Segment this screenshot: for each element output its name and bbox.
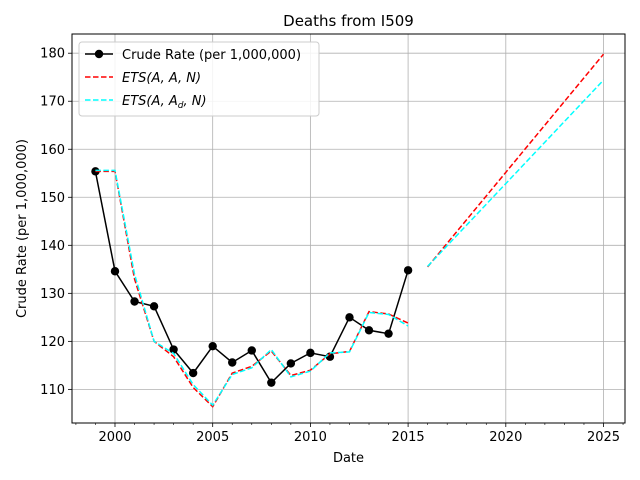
x-tick-label: 2025 — [587, 430, 620, 445]
x-tick-label: 2010 — [294, 430, 327, 445]
data-point — [169, 345, 178, 354]
x-tick-label: 2005 — [196, 430, 229, 445]
legend-label-2: ETS(A, Ad, N) — [122, 94, 207, 111]
x-tick-label: 2000 — [98, 430, 131, 445]
y-tick-label: 140 — [40, 239, 65, 254]
y-tick-label: 150 — [40, 191, 65, 206]
legend-box — [78, 41, 320, 117]
legend-label-0: Crude Rate (per 1,000,000) — [122, 48, 301, 63]
y-tick-label: 180 — [40, 47, 65, 62]
x-tick-label: 2015 — [392, 430, 425, 445]
series-line-2 — [95, 169, 409, 407]
plot-frame — [71, 33, 626, 424]
series-layer — [91, 53, 605, 408]
data-point — [345, 313, 354, 322]
data-point — [130, 297, 139, 306]
data-point — [403, 266, 413, 275]
axis-ticks: 2000 2005 2010 2015 2020 2025 110 120 130 140 150 1… — [40, 47, 624, 445]
legend: Crude Rate (per 1,000,000) ETS(A, A, N) ET… — [78, 41, 320, 117]
data-point — [110, 267, 120, 276]
data-point — [188, 368, 198, 378]
data-point — [384, 329, 393, 338]
data-point — [364, 326, 374, 335]
legend-marker — [94, 49, 104, 59]
data-point — [267, 378, 276, 387]
legend-label-1: ETS(A, A, N) — [122, 71, 201, 86]
data-point — [286, 359, 296, 368]
data-point — [149, 302, 159, 311]
series-line-3 — [427, 53, 605, 268]
chart-title: Deaths from I509 — [283, 12, 414, 30]
y-tick-label: 110 — [40, 383, 65, 398]
series-line-4 — [427, 79, 605, 267]
y-axis-label: Crude Rate (per 1,000,000) — [15, 139, 30, 318]
y-tick-label: 170 — [40, 95, 65, 110]
data-point — [208, 341, 217, 351]
data-point — [247, 346, 256, 355]
data-point — [228, 358, 237, 367]
x-axis-label: Date — [333, 451, 364, 466]
data-point — [306, 348, 315, 358]
y-tick-label: 120 — [40, 335, 65, 350]
y-tick-label: 130 — [40, 287, 65, 302]
y-tick-label: 160 — [40, 143, 65, 158]
x-tick-label: 2020 — [489, 430, 522, 445]
